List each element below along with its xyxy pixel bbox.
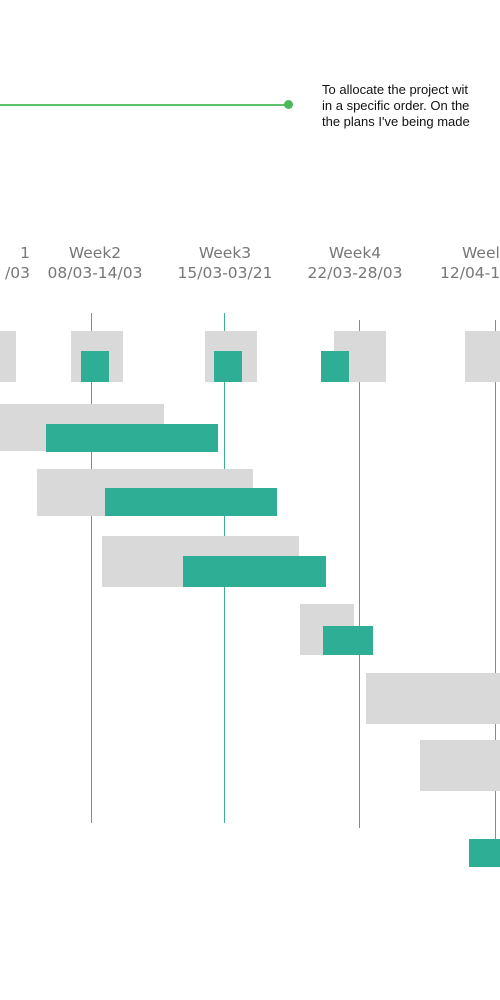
week-range-1: /03 [5, 264, 30, 282]
week-gridline [91, 313, 92, 823]
actual-bar [214, 351, 242, 382]
actual-bar [81, 351, 109, 382]
description-note: To allocate the project wit in a specifi… [322, 82, 500, 130]
callout-line [0, 104, 288, 106]
week-range-2: 08/03-14/03 [47, 264, 143, 282]
week-label-5: Weel [462, 244, 500, 262]
week-range-3: 15/03-03/21 [177, 264, 273, 282]
week-label-4: Week4 [328, 244, 382, 262]
week-label-3: Week3 [198, 244, 252, 262]
week-header-4: Week4 22/03-28/03 [300, 243, 410, 283]
week-gridline [359, 320, 360, 828]
actual-bar [183, 556, 326, 587]
week-label-2: Week2 [68, 244, 122, 262]
actual-bar [469, 839, 500, 867]
actual-bar [46, 424, 218, 452]
note-line-1: To allocate the project wit [322, 82, 468, 97]
week-header-1: 1 /03 [0, 243, 30, 283]
week-range-4: 22/03-28/03 [307, 264, 403, 282]
actual-bar [105, 488, 277, 516]
week-gridline [495, 320, 496, 840]
week-header-3: Week3 15/03-03/21 [170, 243, 280, 283]
actual-bar [323, 626, 373, 655]
planned-bar [465, 331, 500, 382]
actual-bar [321, 351, 349, 382]
planned-bar [0, 331, 16, 382]
callout-dot [284, 100, 293, 109]
week-label-1: 1 [20, 244, 30, 262]
planned-bar [420, 740, 500, 791]
week-range-5: 12/04-1 [440, 264, 500, 282]
note-line-3: the plans I've being made [322, 114, 470, 129]
week-header-2: Week2 08/03-14/03 [40, 243, 150, 283]
planned-bar [366, 673, 500, 724]
note-line-2: in a specific order. On the [322, 98, 470, 113]
week-header-5: Weel 12/04-1 [440, 243, 500, 283]
